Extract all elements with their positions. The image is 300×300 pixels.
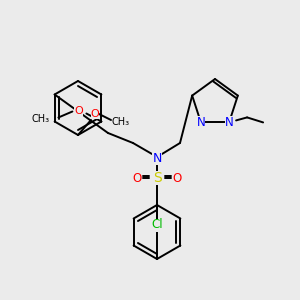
Text: Cl: Cl [151,218,163,232]
Text: N: N [225,116,233,129]
Text: O: O [74,106,83,116]
Text: O: O [172,172,182,184]
Text: CH₃: CH₃ [31,115,50,124]
Text: O: O [91,109,99,119]
Text: S: S [153,171,161,185]
Text: N: N [196,116,205,129]
Text: O: O [132,172,142,184]
Text: N: N [152,152,162,164]
Text: CH₃: CH₃ [112,117,130,127]
